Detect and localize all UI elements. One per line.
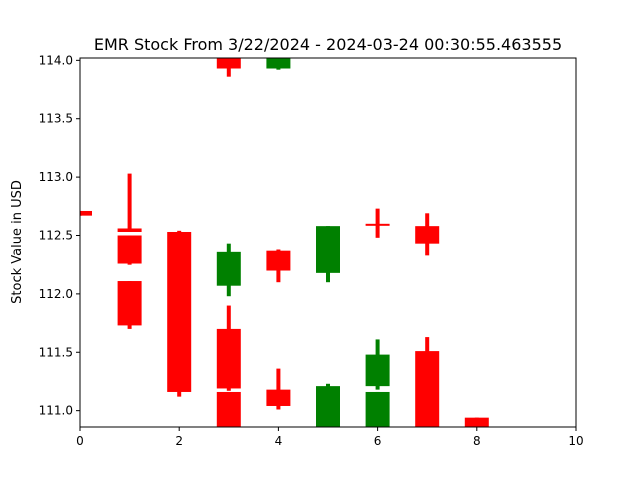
candle-body <box>464 417 489 427</box>
x-tick-label: 4 <box>275 434 283 448</box>
candle-body <box>167 231 192 392</box>
candle-body <box>316 226 340 273</box>
candle-body <box>415 226 440 244</box>
candle-body <box>117 281 142 326</box>
y-tick-label: 112.0 <box>39 287 73 301</box>
candle-body <box>365 391 390 427</box>
x-tick-label: 2 <box>175 434 183 448</box>
y-tick-label: 113.5 <box>39 112 73 126</box>
candle-body <box>80 210 92 216</box>
x-tick-label: 10 <box>568 434 583 448</box>
candle-body <box>365 354 390 387</box>
y-axis: 111.0 111.5 112.0 112.5 113.0 113.5 114.0 <box>39 53 80 418</box>
candle-body <box>365 223 390 226</box>
candle-body <box>266 58 291 69</box>
y-axis-label: Stock Value in USD <box>10 180 25 304</box>
y-tick-label: 111.0 <box>39 404 73 418</box>
chart-title: EMR Stock From 3/22/2024 - 2024-03-24 00… <box>94 35 562 54</box>
y-tick-label: 113.0 <box>39 170 73 184</box>
x-tick-label: 8 <box>473 434 481 448</box>
candle-body <box>117 235 142 264</box>
candle-body <box>216 391 241 427</box>
y-tick-label: 112.5 <box>39 228 73 242</box>
plot-frame <box>79 57 577 428</box>
x-tick-label: 6 <box>374 434 382 448</box>
candle-wick <box>375 208 380 238</box>
y-tick-label: 111.5 <box>39 345 73 359</box>
candle-wick <box>127 173 132 232</box>
candle-wick <box>276 368 281 410</box>
candle-body <box>316 386 340 427</box>
candle-body <box>266 250 291 271</box>
candle-body <box>216 251 241 286</box>
x-axis: 0 2 4 6 8 10 <box>76 427 584 448</box>
candles-layer <box>80 58 489 427</box>
candle-body <box>415 351 440 427</box>
y-tick-label: 114.0 <box>39 53 73 67</box>
candle-body <box>216 58 241 69</box>
x-tick-label: 0 <box>76 434 84 448</box>
candle-body <box>266 389 291 406</box>
candle-body <box>216 328 241 389</box>
candle-body <box>117 228 142 232</box>
